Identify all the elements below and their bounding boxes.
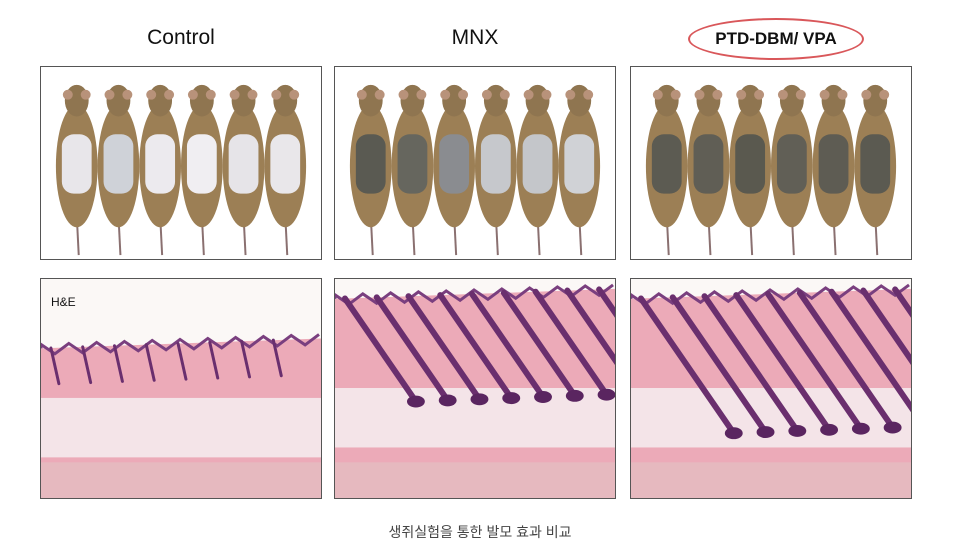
hair-follicle xyxy=(49,346,61,386)
hair-follicle xyxy=(144,343,156,382)
mouse xyxy=(645,84,688,256)
mouse xyxy=(516,84,559,256)
hair-follicle xyxy=(669,294,769,436)
hair-follicle xyxy=(437,292,515,402)
follicle-bulb xyxy=(438,394,457,407)
hair-follicle xyxy=(81,345,93,385)
hair-follicle xyxy=(112,344,124,383)
hair-follicle xyxy=(796,289,896,431)
shaved-patch xyxy=(776,134,807,194)
mouse xyxy=(55,84,98,256)
muscle-layer xyxy=(41,462,321,498)
shaved-patch xyxy=(145,134,176,194)
mouse xyxy=(558,84,601,256)
mouse xyxy=(222,84,265,256)
mouse xyxy=(264,84,307,256)
shaved-patch xyxy=(564,134,595,194)
mouse xyxy=(771,84,813,256)
mouse xyxy=(475,84,517,256)
mouse xyxy=(687,84,730,256)
follicle-bulb xyxy=(406,395,425,408)
stain-label: H&E xyxy=(51,295,76,309)
hair-follicle xyxy=(828,288,911,413)
follicle-bulb xyxy=(565,389,584,402)
shaved-patch xyxy=(397,134,428,194)
shaved-patch xyxy=(270,134,301,194)
figure-caption: 생쥐실험을 통한 발모 효과 비교 xyxy=(388,524,572,540)
follicle-bulb xyxy=(851,422,870,435)
shaved-patch xyxy=(228,134,259,194)
shaved-patch xyxy=(480,134,511,194)
group-title-mnx: MNX xyxy=(451,26,499,49)
shaved-patch xyxy=(693,134,724,194)
histology-mnx xyxy=(334,278,616,499)
group-title-text: PTD-DBM/ VPA xyxy=(715,29,837,48)
mouse xyxy=(729,84,771,256)
hair-follicle xyxy=(701,293,801,434)
shaved-patch xyxy=(651,134,682,194)
follicle-bulb xyxy=(820,423,839,436)
follicle-bulb xyxy=(470,393,489,406)
hair-follicle xyxy=(271,338,283,378)
mouse xyxy=(854,84,897,256)
hair-follicle xyxy=(564,287,615,365)
shaved-patch xyxy=(522,134,553,194)
shaved-patch xyxy=(103,134,134,194)
mouse xyxy=(433,84,475,256)
group-title-ptd-dbm-vpa: PTD-DBM/ VPA xyxy=(688,18,864,60)
follicle-bulb xyxy=(502,392,521,405)
hair-follicle xyxy=(405,293,483,403)
hair-follicle xyxy=(341,295,419,405)
mice-photo-ptd-dbm-vpa xyxy=(630,66,912,260)
mouse xyxy=(181,84,223,256)
mice-photo-mnx xyxy=(334,66,616,260)
hair-follicle xyxy=(176,341,188,381)
shaved-patch xyxy=(860,134,891,194)
group-title-control: Control xyxy=(147,26,215,49)
shaved-patch xyxy=(735,134,766,194)
follicle-bulb xyxy=(788,425,807,437)
hair-follicle xyxy=(765,290,864,432)
hair-follicle xyxy=(733,292,833,433)
shaved-patch xyxy=(61,134,92,194)
hair-follicle xyxy=(469,290,546,400)
mouse xyxy=(391,84,434,256)
mouse xyxy=(349,84,392,256)
epidermis xyxy=(631,283,910,307)
hair-follicle xyxy=(532,288,610,398)
epidermis xyxy=(335,283,614,307)
hair-follicle xyxy=(637,295,737,437)
mouse xyxy=(812,84,855,256)
follicle-bulb xyxy=(756,426,775,439)
hair-follicle xyxy=(240,339,251,379)
hair-follicle xyxy=(208,340,220,380)
follicle-bulb xyxy=(883,421,902,434)
follicle-bulb xyxy=(597,388,615,401)
hair-follicle xyxy=(596,286,615,318)
histology-ptd-dbm-vpa xyxy=(630,278,912,499)
hair-follicle xyxy=(373,294,451,404)
follicle-bulb xyxy=(534,391,552,403)
muscle-layer xyxy=(335,462,615,498)
muscle-layer xyxy=(631,462,911,498)
mouse xyxy=(139,84,181,256)
hair-follicle xyxy=(860,287,911,365)
shaved-patch xyxy=(355,134,386,194)
follicle-bulb xyxy=(724,427,743,440)
shaved-patch xyxy=(186,134,217,194)
hair-follicle xyxy=(500,289,578,399)
epidermis xyxy=(41,333,320,356)
subcutaneous-fat xyxy=(41,397,321,458)
shaved-patch xyxy=(439,134,470,194)
shaved-patch xyxy=(818,134,849,194)
mouse xyxy=(97,84,140,256)
histology-control: H&E xyxy=(40,278,322,499)
hair-follicle xyxy=(892,286,911,318)
mice-photo-control xyxy=(40,66,322,260)
